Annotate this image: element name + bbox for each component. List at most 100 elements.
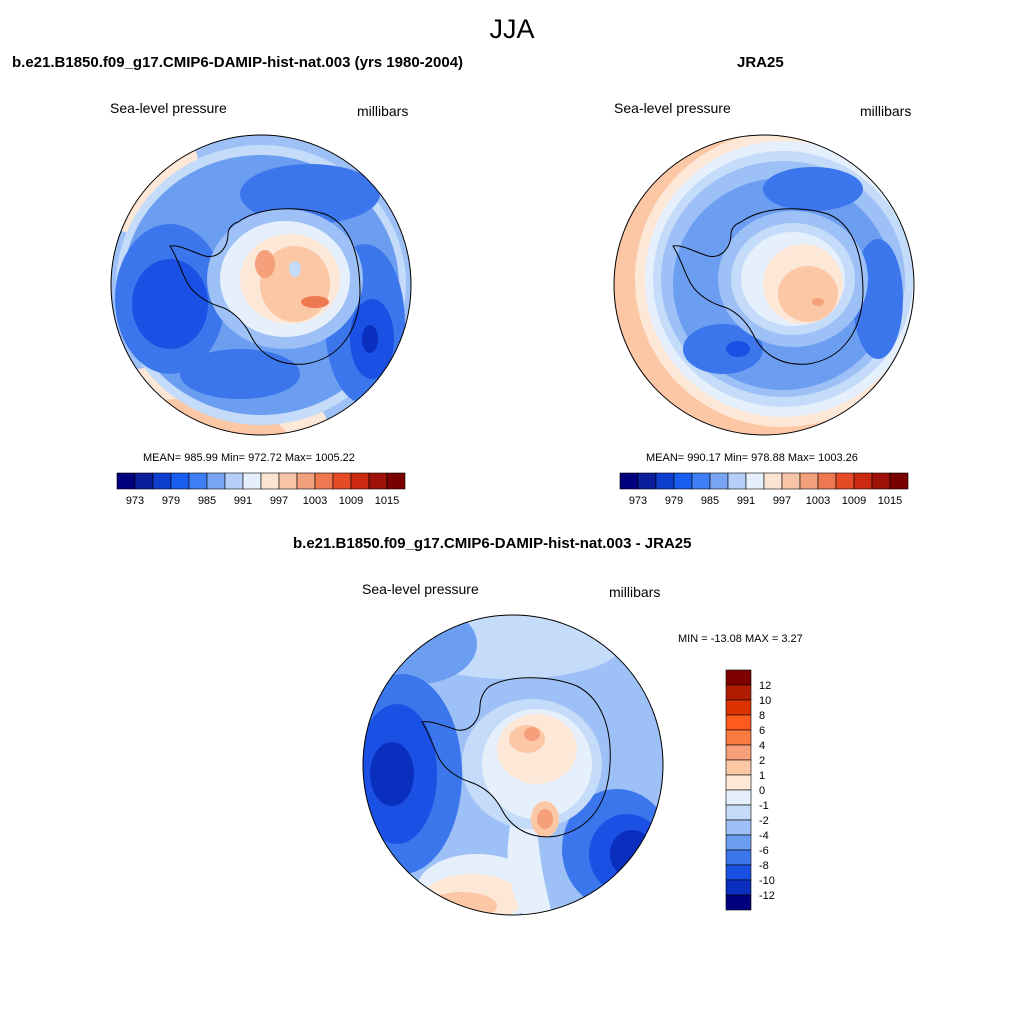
colorbar-difference-tick-label: -6 (759, 845, 769, 857)
colorbar-jra25-box (673, 472, 693, 490)
colorbar-difference-box (725, 714, 752, 731)
panel-jra25-right-label: millibars (860, 103, 912, 119)
colorbar-difference-tick-label: -12 (759, 890, 775, 902)
colorbar-model-tick-label: 985 (198, 495, 216, 507)
colorbar-difference-tick-label: 8 (759, 710, 765, 722)
colorbar-difference-box (725, 864, 752, 881)
colorbar-jra25-box (835, 472, 855, 490)
colorbar-jra25-tick-label: 991 (737, 495, 755, 507)
panel-model-left-label: Sea-level pressure (110, 100, 227, 116)
panel-title-difference: b.e21.B1850.f09_g17.CMIP6-DAMIP-hist-nat… (293, 535, 692, 552)
colorbar-difference-box (725, 804, 752, 821)
colorbar-model-box (386, 472, 406, 490)
colorbar-jra25-box (853, 472, 873, 490)
map-difference-fill (363, 615, 663, 915)
colorbar-difference-box (725, 774, 752, 791)
colorbar-difference-tick-label: 0 (759, 785, 765, 797)
panel-jra25-stats: MEAN= 990.17 Min= 978.88 Max= 1003.26 (646, 452, 858, 464)
colorbar-difference-box (725, 744, 752, 761)
colorbar-jra25-box (799, 472, 819, 490)
colorbar-difference-box (725, 669, 752, 686)
colorbar-difference-tick-label: 1 (759, 770, 765, 782)
colorbar-model-box (368, 472, 388, 490)
colorbar-model-box (206, 472, 226, 490)
colorbar-jra25-box (889, 472, 909, 490)
panel-difference-left-label: Sea-level pressure (362, 581, 479, 597)
colorbar-difference-tick-label: -2 (759, 815, 769, 827)
panel-jra25-left-label: Sea-level pressure (614, 100, 731, 116)
colorbar-model-box (152, 472, 172, 490)
colorbar-jra25-tick-label: 985 (701, 495, 719, 507)
colorbar-model-tick-label: 997 (270, 495, 288, 507)
map-model-slp (110, 134, 412, 436)
colorbar-model-box (188, 472, 208, 490)
colorbar-model: 973 979 985 991 997 1003 1009 1015 (116, 472, 406, 507)
colorbar-model-box (296, 472, 316, 490)
colorbar-model-box (278, 472, 298, 490)
panel-difference-right-label: millibars (609, 584, 661, 600)
colorbar-difference-tick-label: 6 (759, 725, 765, 737)
colorbar-model-tick-label: 973 (126, 495, 144, 507)
colorbar-difference-tick-label: 10 (759, 695, 771, 707)
colorbar-model-box (134, 472, 154, 490)
colorbar-difference-box (725, 879, 752, 896)
panel-difference-stats: MIN = -13.08 MAX = 3.27 (678, 633, 803, 645)
colorbar-model-tick-label: 991 (234, 495, 252, 507)
map-jra25-slp (613, 134, 915, 436)
colorbar-jra25-box (763, 472, 783, 490)
colorbar-difference-tick-label: 2 (759, 755, 765, 767)
colorbar-difference-tick-label: -1 (759, 800, 769, 812)
colorbar-difference-tick-label: -4 (759, 830, 769, 842)
colorbar-jra25-tick-label: 979 (665, 495, 683, 507)
map-jra25-fill (614, 135, 914, 435)
map-difference-slp (362, 614, 664, 916)
colorbar-jra25-box (655, 472, 675, 490)
colorbar-jra25: 973 979 985 991 997 1003 1009 1015 (619, 472, 909, 507)
colorbar-jra25-box (871, 472, 891, 490)
colorbar-difference-box (725, 684, 752, 701)
colorbar-model-box (350, 472, 370, 490)
panel-title-model: b.e21.B1850.f09_g17.CMIP6-DAMIP-hist-nat… (12, 54, 464, 71)
colorbar-model-box (314, 472, 334, 490)
colorbar-difference-box (725, 789, 752, 806)
colorbar-model-box (242, 472, 262, 490)
colorbar-jra25-box (817, 472, 837, 490)
colorbar-model-tick-label: 1003 (303, 495, 327, 507)
panel-model-right-label: millibars (357, 103, 409, 119)
colorbar-difference-box (725, 894, 752, 911)
colorbar-difference-tick-label: -10 (759, 875, 775, 887)
colorbar-difference-box (725, 819, 752, 836)
colorbar-difference-tick-label: 12 (759, 680, 771, 692)
colorbar-jra25-box (619, 472, 639, 490)
panel-model-stats: MEAN= 985.99 Min= 972.72 Max= 1005.22 (143, 452, 355, 464)
colorbar-model-box (224, 472, 244, 490)
colorbar-difference-box (725, 849, 752, 866)
colorbar-model-box (116, 472, 136, 490)
map-model-fill (111, 135, 411, 435)
colorbar-difference-tick-label: -8 (759, 860, 769, 872)
colorbar-difference-box (725, 834, 752, 851)
panel-title-jra25: JRA25 (737, 54, 784, 71)
colorbar-jra25-tick-label: 1003 (806, 495, 830, 507)
figure-title: JJA (489, 14, 535, 44)
colorbar-model-tick-label: 1009 (339, 495, 363, 507)
colorbar-model-box (332, 472, 352, 490)
colorbar-model-tick-label: 1015 (375, 495, 399, 507)
colorbar-difference-box (725, 729, 752, 746)
colorbar-jra25-tick-label: 973 (629, 495, 647, 507)
colorbar-jra25-box (781, 472, 801, 490)
continent-outline (421, 677, 611, 838)
colorbar-jra25-tick-label: 1009 (842, 495, 866, 507)
continent-outline (169, 208, 361, 365)
colorbar-jra25-box (691, 472, 711, 490)
colorbar-difference-tick-label: 4 (759, 740, 765, 752)
colorbar-model-box (170, 472, 190, 490)
continent-outline (672, 208, 864, 365)
colorbar-difference-box (725, 759, 752, 776)
colorbar-jra25-tick-label: 1015 (878, 495, 902, 507)
colorbar-jra25-box (709, 472, 729, 490)
colorbar-model-box (260, 472, 280, 490)
colorbar-difference-box (725, 699, 752, 716)
colorbar-jra25-box (637, 472, 657, 490)
